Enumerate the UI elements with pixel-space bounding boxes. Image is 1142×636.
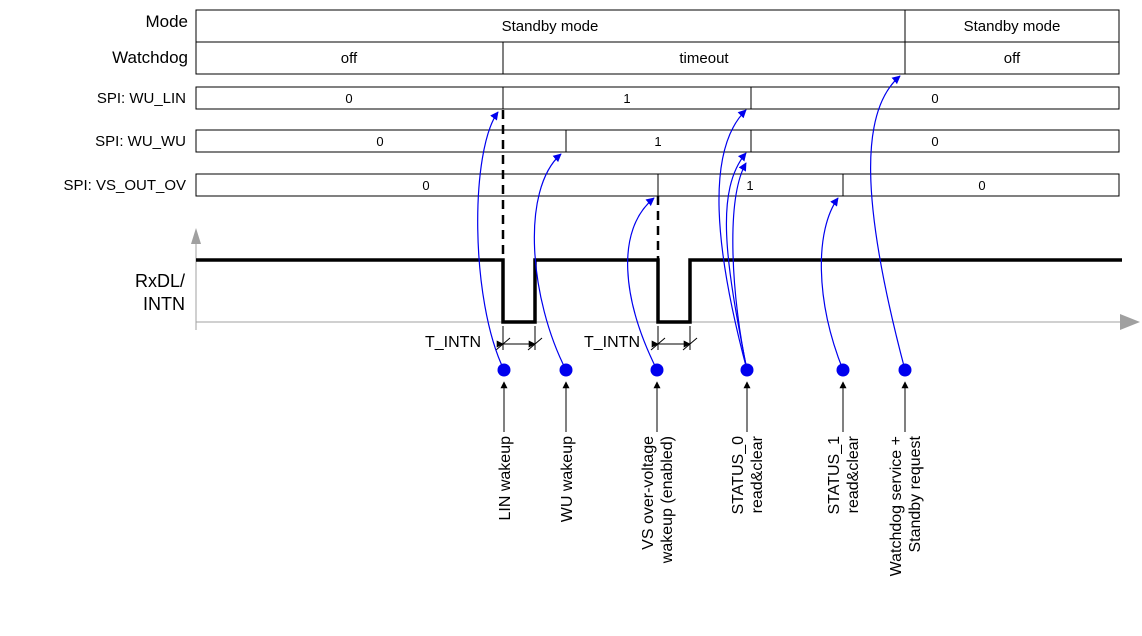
vs-overvoltage-label-1: VS over-voltage xyxy=(640,436,657,550)
event-status1 xyxy=(836,363,850,432)
vs-out-ov-row-label: SPI: VS_OUT_OV xyxy=(63,177,186,194)
t-intn-label-2: T_INTN xyxy=(584,334,640,351)
mode-cell-standby-1: Standby mode xyxy=(502,18,599,35)
wu-wu-row-label: SPI: WU_WU xyxy=(95,133,186,150)
event-status0 xyxy=(740,363,754,432)
wu-lin-bar xyxy=(195,86,1120,110)
watchdog-service-dot xyxy=(898,363,912,377)
wu-wu-value-0: 0 xyxy=(376,134,383,149)
vs-out-ov-value-2: 0 xyxy=(978,178,985,193)
t-intn-marker-1 xyxy=(495,326,543,351)
rxdl-label-line1: RxDL/ xyxy=(135,271,185,291)
rxdl-intn-waveform xyxy=(196,258,1122,324)
rxdl-label-line2: INTN xyxy=(143,294,185,314)
dashed-markers xyxy=(501,110,660,260)
watchdog-cell-timeout: timeout xyxy=(679,50,729,67)
status1-label-1: STATUS_1 xyxy=(826,436,843,515)
wu-wakeup-label: WU wakeup xyxy=(559,436,576,522)
mode-row-label: Mode xyxy=(145,12,188,31)
status0-label-2: read&clear xyxy=(749,435,766,513)
status0-label-1: STATUS_0 xyxy=(730,436,747,515)
mode-cell-standby-2: Standby mode xyxy=(964,18,1061,35)
status0-dot xyxy=(740,363,754,377)
watchdog-cell-off-1: off xyxy=(341,50,358,67)
event-watchdog-service xyxy=(898,363,912,432)
wu-wakeup-dot xyxy=(559,363,573,377)
event-wu-wakeup xyxy=(559,363,573,432)
event-vs-overvoltage xyxy=(650,363,664,432)
status1-dot xyxy=(836,363,850,377)
x-axis-arrow-icon xyxy=(1120,314,1140,330)
causality-arrows xyxy=(477,75,906,371)
lin-wakeup-dot xyxy=(497,363,511,377)
vs-overvoltage-label-2: wakeup (enabled) xyxy=(659,436,676,564)
signal-axes xyxy=(191,228,1140,330)
watchdog-service-label-1: Watchdog service + xyxy=(888,436,905,576)
t-intn-marker-2 xyxy=(650,326,698,351)
wu-wu-value-2: 0 xyxy=(931,134,938,149)
event-lin-wakeup xyxy=(497,363,511,432)
wu-wu-bar xyxy=(195,129,1120,153)
mode-watchdog-table xyxy=(195,9,1120,75)
wu-wu-value-1: 1 xyxy=(654,134,661,149)
watchdog-row-label: Watchdog xyxy=(112,48,188,67)
vs-overvoltage-dot xyxy=(650,363,664,377)
lin-wakeup-label: LIN wakeup xyxy=(497,436,514,521)
watchdog-cell-off-2: off xyxy=(1004,50,1021,67)
t-intn-label-1: T_INTN xyxy=(425,334,481,351)
vs-out-ov-value-0: 0 xyxy=(422,178,429,193)
vs-out-ov-value-1: 1 xyxy=(746,178,753,193)
wu-lin-value-1: 1 xyxy=(623,91,630,106)
watchdog-service-label-2: Standby request xyxy=(907,435,924,552)
status1-label-2: read&clear xyxy=(845,435,862,513)
wu-lin-row-label: SPI: WU_LIN xyxy=(97,90,186,107)
wu-lin-value-2: 0 xyxy=(931,91,938,106)
wu-lin-value-0: 0 xyxy=(345,91,352,106)
y-axis-arrow-icon xyxy=(191,228,201,244)
